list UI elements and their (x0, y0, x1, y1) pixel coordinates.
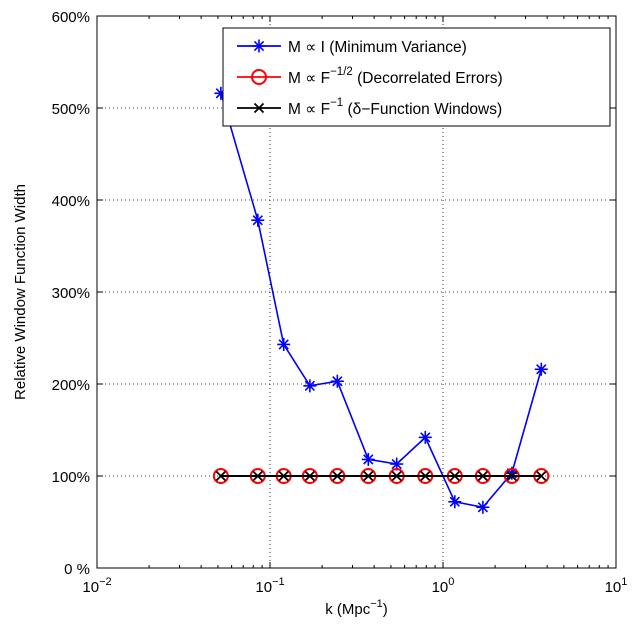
data-point (252, 470, 263, 482)
legend-item: M ∝ I (Minimum Variance) (237, 39, 467, 56)
data-point (361, 452, 375, 466)
legend-marker (251, 69, 267, 85)
x-axis-label: k (Mpc−1) (325, 598, 388, 618)
y-tick-label: 600% (52, 9, 90, 26)
y-axis-label: Relative Window Function Width (12, 184, 29, 400)
legend-label: M ∝ I (Minimum Variance) (288, 39, 467, 56)
data-point (251, 213, 265, 227)
axis-ticks: 0 % 100% 200% 300% 400% 500% 600% 10−2 10−1 100 10… (52, 9, 628, 596)
legend-box (222, 27, 611, 127)
data-point (215, 470, 227, 482)
x-tick-label: 101 (605, 576, 628, 596)
y-tick-label: 400% (52, 193, 90, 210)
data-point (332, 470, 343, 482)
legend-marker (252, 39, 266, 53)
x-tick-label: 100 (432, 576, 455, 596)
y-tick-label: 500% (52, 101, 90, 118)
data-point (534, 362, 548, 376)
data-point (448, 495, 462, 509)
data-point (449, 470, 460, 482)
data-point (506, 470, 517, 482)
data-point (278, 470, 289, 482)
legend-item: M ∝ F−1 (δ−Function Windows) (237, 97, 502, 118)
data-point (391, 470, 402, 482)
data-point (390, 457, 404, 471)
data-point (303, 379, 317, 393)
data-point (277, 337, 291, 351)
data-point (363, 470, 374, 482)
data-point (304, 470, 316, 482)
y-tick-label: 200% (52, 377, 90, 394)
data-point (477, 470, 489, 482)
data-point (418, 430, 432, 444)
legend-marker (253, 102, 265, 114)
data-point (476, 500, 490, 514)
x-tick-label: 10−1 (255, 576, 284, 596)
legend-label: M ∝ F−1/2 (Decorrelated Errors) (288, 66, 503, 87)
legend-item: M ∝ F−1/2 (Decorrelated Errors) (237, 66, 503, 87)
series-0 (214, 86, 548, 514)
y-tick-label: 0 % (64, 561, 90, 578)
data-point (536, 470, 547, 482)
series-2 (215, 470, 547, 482)
y-tick-label: 300% (52, 285, 90, 302)
series-layer (212, 86, 550, 514)
data-point (330, 374, 344, 388)
x-tick-label: 10−2 (82, 576, 111, 596)
legend: M ∝ I (Minimum Variance) M ∝ F−1/2 (Decor… (222, 27, 611, 127)
legend-label: M ∝ F−1 (δ−Function Windows) (288, 97, 502, 118)
series-line (220, 93, 543, 509)
y-tick-label: 100% (52, 469, 90, 486)
data-point (420, 470, 431, 482)
